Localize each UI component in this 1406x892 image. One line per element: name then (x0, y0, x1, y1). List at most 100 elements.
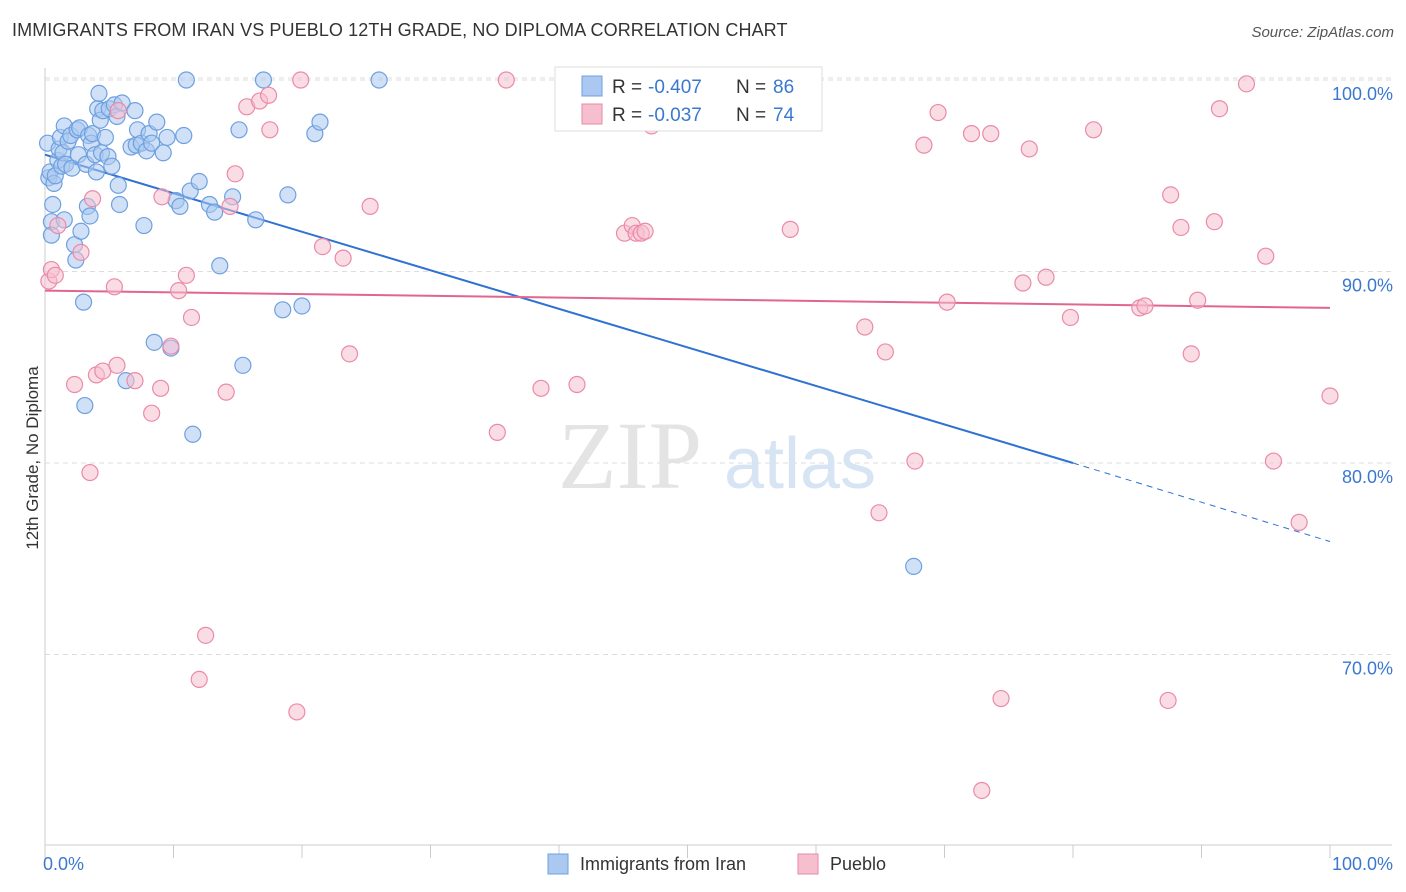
stats-r-label-2: R = (612, 105, 642, 126)
pueblo-point-53 (876, 343, 894, 361)
pueblo-point-11 (108, 356, 126, 374)
pueblo-point-69 (1159, 691, 1177, 710)
pueblo-point-18 (170, 282, 188, 300)
iran-point-46 (109, 176, 127, 194)
pueblo-point-70 (1162, 186, 1180, 204)
pueblo-point-68 (1136, 297, 1154, 315)
trend-line-iran-extension (1072, 462, 1331, 542)
pueblo-point-34 (340, 345, 359, 363)
pueblo-point-54 (906, 452, 924, 470)
iran-point-55 (135, 216, 153, 235)
pueblo-point-36 (488, 423, 506, 441)
stats-n-value-1: 86 (773, 77, 794, 98)
iran-point-83 (311, 113, 329, 131)
iran-point-61 (154, 144, 172, 162)
iran-point-34 (87, 163, 106, 181)
trend-line-pueblo (44, 289, 1331, 309)
legend-swatch-pueblo (797, 853, 819, 875)
tick-labels: 70.0% 80.0% 90.0% 100.0% 0.0% 100.0% (43, 84, 1393, 874)
legend-label-pueblo: Pueblo (830, 854, 886, 874)
stats-n-label-1: N = (736, 77, 766, 98)
pueblo-point-51 (856, 318, 874, 336)
stats-n-label-2: N = (736, 105, 766, 126)
pueblo-point-80 (1321, 387, 1339, 405)
iran-point-69 (184, 425, 202, 443)
pueblo-point-76 (1237, 75, 1256, 93)
pueblo-point-58 (962, 125, 981, 143)
iran-point-76 (234, 356, 252, 374)
pueblo-point-2 (46, 266, 64, 284)
pueblo-point-40 (568, 375, 586, 394)
iran-point-47 (110, 195, 129, 214)
iran-point-30 (81, 207, 99, 225)
pueblo-point-65 (1061, 308, 1080, 327)
pueblo-point-50 (781, 220, 799, 238)
pueblo-point-33 (334, 249, 352, 267)
pueblo-point-20 (182, 308, 201, 327)
stats-n-value-2: 74 (773, 105, 795, 126)
pueblo-point-60 (982, 125, 1000, 143)
legend-label-iran: Immigrants from Iran (580, 854, 746, 874)
iran-point-77 (247, 211, 265, 229)
iran-point-80 (279, 186, 297, 204)
series-iran-points (38, 71, 923, 576)
iran-point-67 (177, 71, 195, 89)
pueblo-point-75 (1210, 100, 1229, 118)
pueblo-point-57 (938, 293, 956, 311)
pueblo-point-12 (109, 102, 127, 120)
stats-pink-swatch (581, 103, 603, 125)
iran-point-79 (274, 301, 292, 319)
stats-r-value-2: -0.037 (648, 105, 702, 126)
pueblo-point-23 (217, 383, 235, 401)
iran-point-58 (143, 134, 161, 152)
iran-point-51 (126, 102, 144, 120)
watermark-atlas: atlas (724, 424, 876, 504)
legend-swatch-iran (547, 853, 569, 875)
stats-legend-box: R = -0.407 N = 86 R = -0.037 N = 74 (554, 66, 823, 132)
source-label: Source: ZipAtlas.com (1251, 24, 1394, 41)
pueblo-point-61 (992, 689, 1010, 708)
watermark-zip: ZIP (558, 402, 702, 509)
pueblo-point-30 (288, 703, 306, 721)
iran-point-81 (293, 297, 311, 315)
pueblo-point-28 (259, 86, 278, 104)
pueblo-point-6 (81, 463, 99, 482)
pueblo-point-37 (497, 71, 515, 89)
iran-point-36 (90, 84, 108, 103)
pueblo-point-79 (1290, 513, 1308, 531)
iran-point-85 (905, 557, 923, 576)
y-tick-label-100: 100.0% (1332, 84, 1393, 104)
x-tick-label-min: 0.0% (43, 854, 84, 874)
iran-point-65 (171, 197, 189, 215)
pueblo-point-16 (153, 188, 171, 206)
x-tick-label-max: 100.0% (1332, 854, 1393, 874)
pueblo-point-55 (915, 136, 933, 154)
series-pueblo-points (40, 71, 1339, 800)
iran-point-25 (74, 293, 93, 311)
y-tick-label-90: 90.0% (1342, 276, 1393, 296)
pueblo-point-7 (83, 190, 102, 208)
iran-point-70 (190, 172, 208, 191)
pueblo-point-24 (221, 197, 239, 215)
pueblo-point-66 (1084, 121, 1103, 139)
pueblo-point-29 (261, 121, 279, 139)
pueblo-point-74 (1205, 213, 1223, 231)
iran-point-59 (145, 333, 163, 351)
iran-point-78 (254, 71, 273, 89)
pueblo-point-14 (143, 404, 161, 422)
bottom-legend: Immigrants from Iran Pueblo (547, 853, 886, 875)
iran-point-5 (44, 195, 62, 214)
pueblo-point-25 (226, 165, 244, 183)
pueblo-point-59 (973, 781, 991, 800)
pueblo-point-22 (197, 626, 215, 644)
watermark: ZIP atlas (558, 402, 876, 509)
iran-point-72 (206, 203, 224, 221)
pueblo-point-52 (870, 504, 888, 522)
y-axis-label: 12th Grade, No Diploma (23, 366, 42, 550)
iran-point-24 (72, 222, 90, 240)
pueblo-point-13 (126, 372, 144, 390)
iran-point-43 (103, 157, 121, 175)
pueblo-point-31 (292, 71, 310, 89)
pueblo-point-78 (1264, 452, 1283, 470)
